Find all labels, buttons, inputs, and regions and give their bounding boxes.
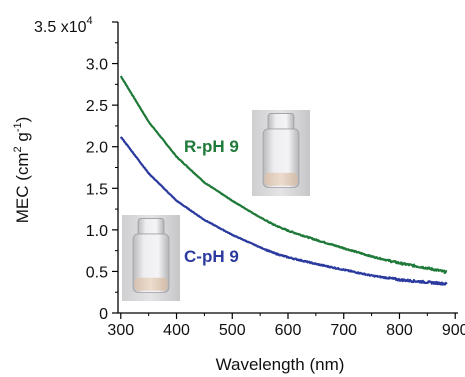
vial-liquid [134, 277, 168, 291]
y-tick-label: 0 [99, 306, 108, 323]
y-tick-label: 1.5 [86, 181, 108, 198]
y-tick-label: 3.0 [86, 57, 108, 74]
vial-photo-icon [252, 110, 310, 196]
series-lines [119, 75, 448, 286]
x-tick-label: 600 [275, 322, 302, 339]
y-axis-title-sup1: 2 [12, 146, 24, 152]
y-top-tick-label: 3.5 x10 [34, 19, 87, 36]
x-tick-label: 800 [386, 322, 413, 339]
y-axis-title-part: ) [13, 117, 32, 123]
series-line-c-ph9 [119, 136, 448, 286]
series-label-c-ph9: C-pH 9 [184, 247, 239, 266]
y-axis-title: MEC (cm2 g-1) [12, 117, 32, 224]
vial-neck [137, 218, 165, 237]
y-tick-label: 2.0 [86, 140, 108, 157]
x-tick-label: 500 [219, 322, 246, 339]
x-tick-label: 400 [163, 322, 190, 339]
vial-neck [267, 113, 295, 132]
series-line-r-ph9 [119, 75, 448, 274]
series-label-r-ph9: R-pH 9 [184, 137, 239, 156]
x-tick-label: 900 [442, 322, 465, 339]
y-axis-title-sup2: -1 [12, 122, 24, 132]
y-axis-title-part: MEC (cm [13, 152, 32, 223]
vial-liquid [264, 172, 298, 186]
tick-group: 300 400 500 600 700 800 900 0 0.5 1.0 1.5 2.0 2.5 3.0 [86, 21, 465, 339]
y-multiplier-exponent: 4 [86, 15, 92, 27]
y-axis-title-part: g [13, 132, 32, 146]
y-tick-label: 1.0 [86, 223, 108, 240]
x-axis-title: Wavelength (nm) [216, 355, 345, 374]
y-tick-label: 2.5 [86, 98, 108, 115]
y-tick-label: 0.5 [86, 264, 108, 281]
vial-photo-icon [122, 215, 180, 301]
y-multiplier-label: 3.5 x104 [34, 15, 93, 36]
x-tick-label: 300 [107, 322, 134, 339]
x-tick-label: 700 [330, 322, 357, 339]
